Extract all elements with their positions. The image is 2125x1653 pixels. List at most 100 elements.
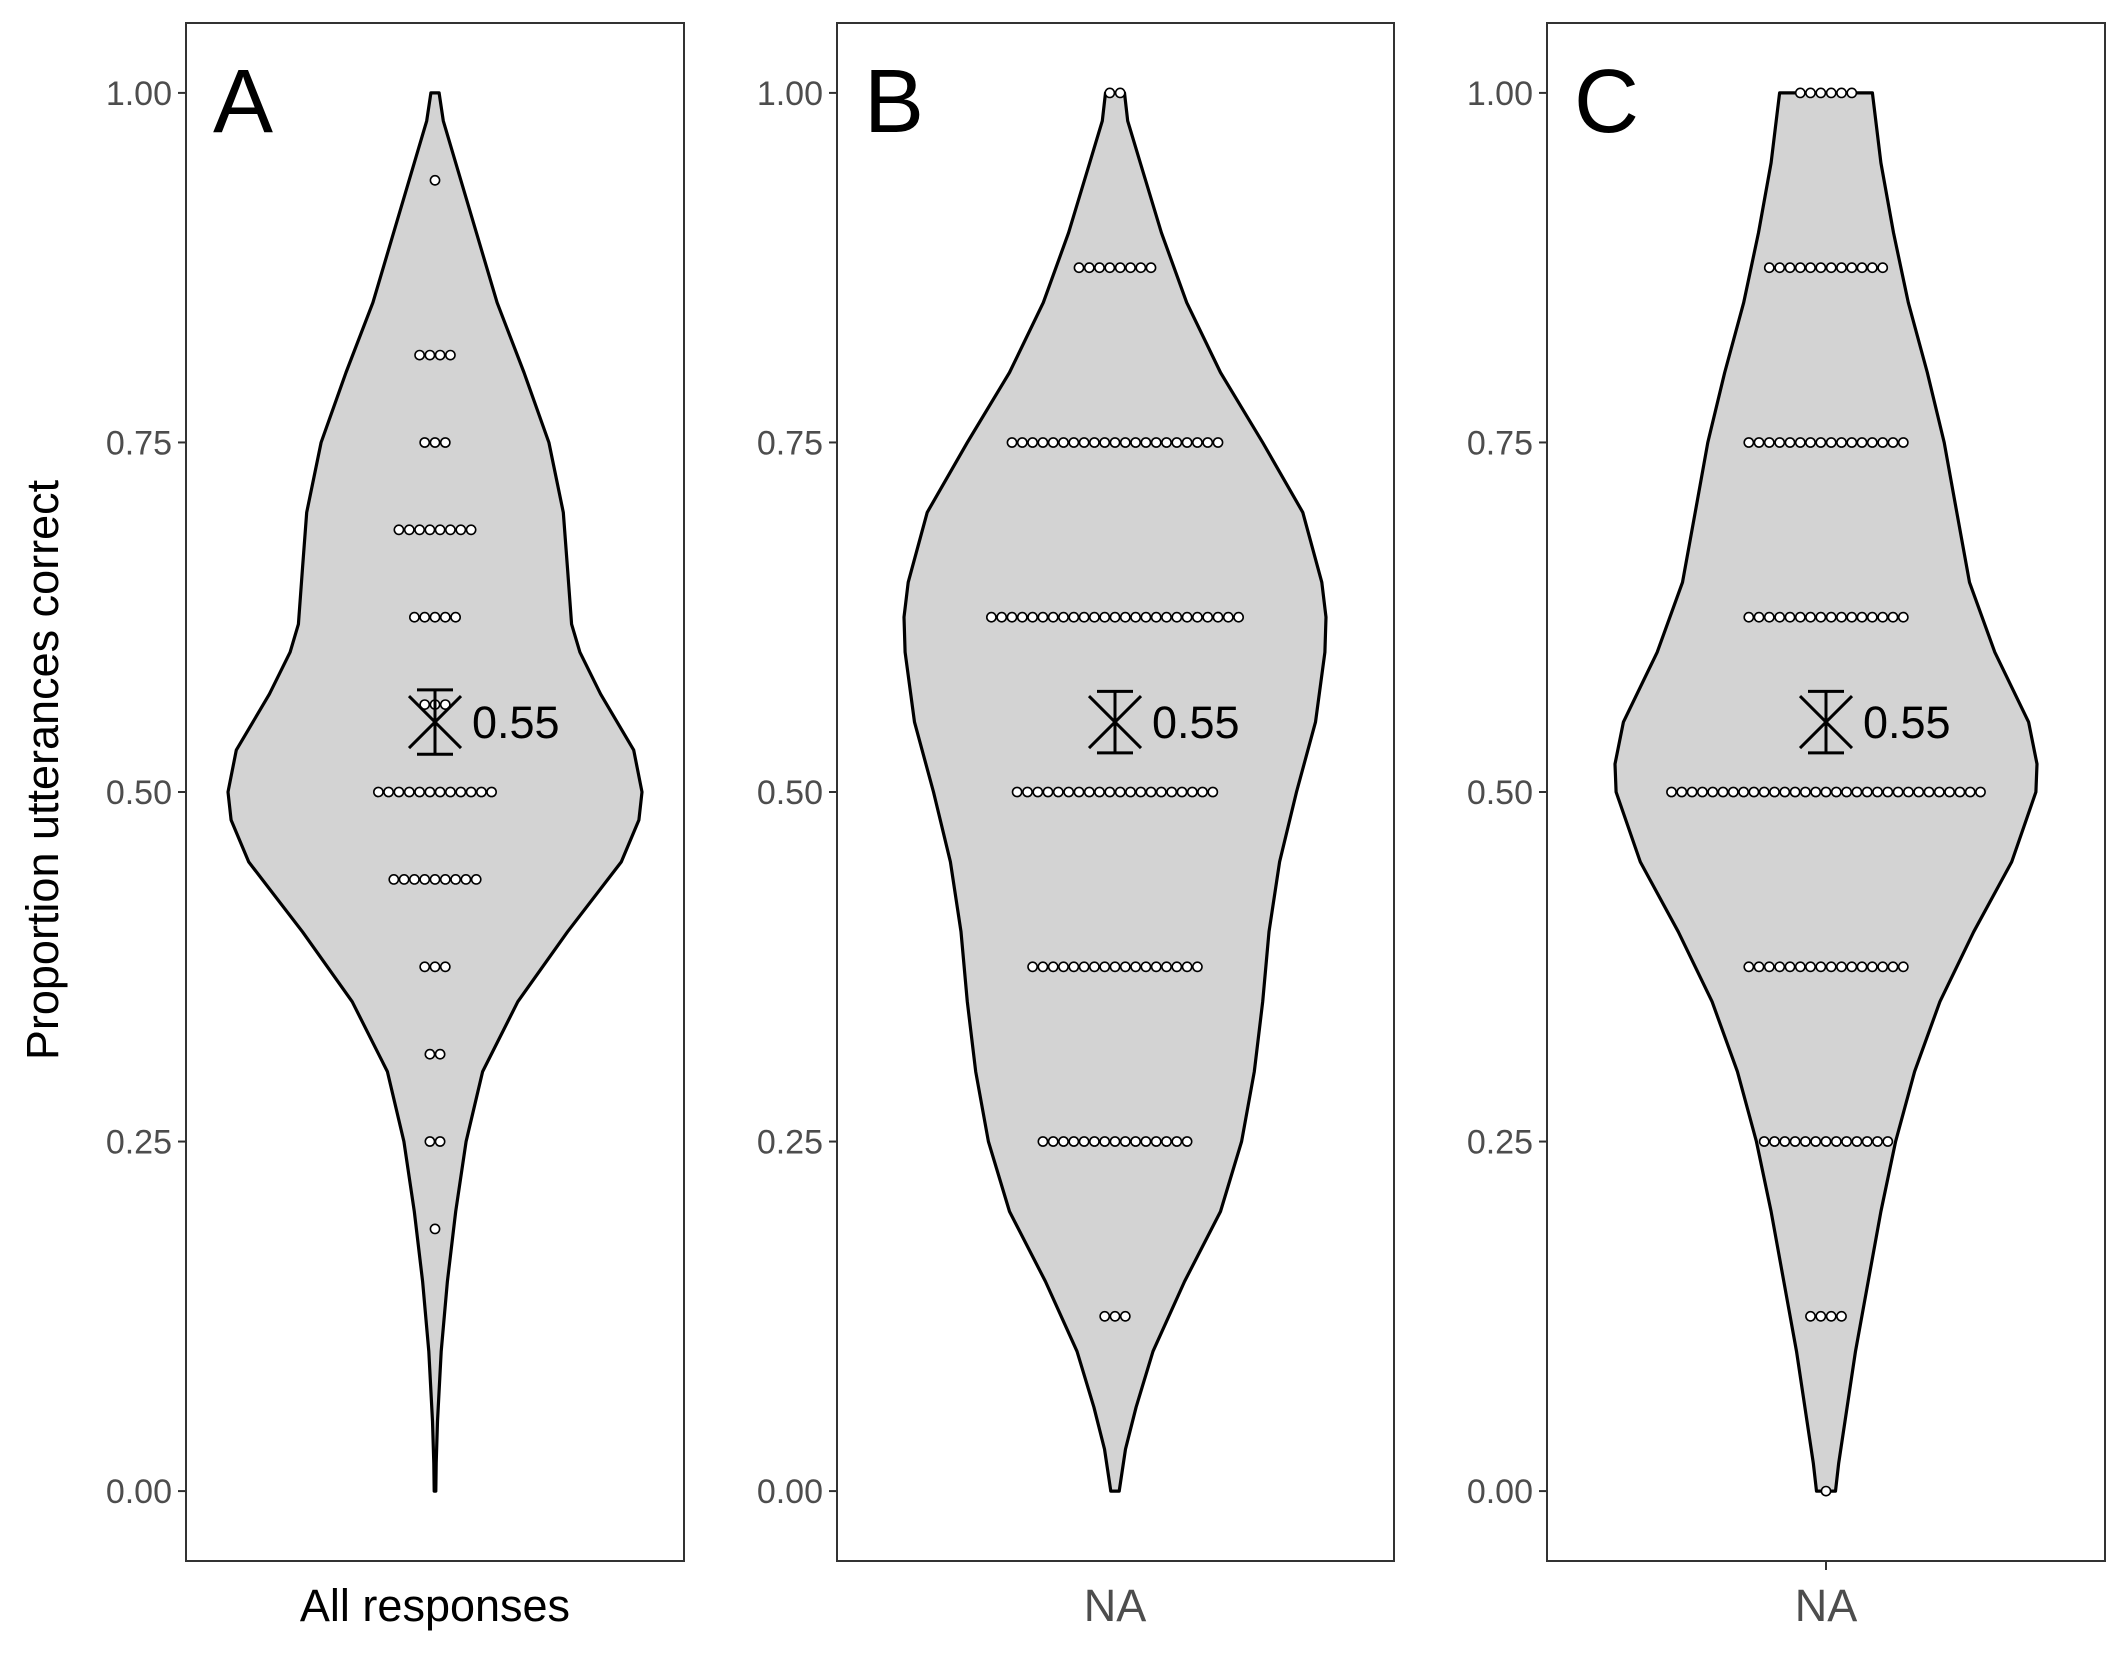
data-point xyxy=(1192,611,1203,623)
data-point xyxy=(434,524,446,536)
data-point xyxy=(383,786,394,798)
data-point xyxy=(470,874,482,885)
data-point xyxy=(1825,262,1837,274)
data-point xyxy=(455,524,467,536)
data-point xyxy=(1119,611,1131,623)
data-point xyxy=(1073,786,1085,798)
data-point xyxy=(388,874,400,885)
data-point xyxy=(1125,262,1136,274)
data-point xyxy=(1016,611,1028,623)
data-point xyxy=(1150,437,1162,448)
data-point xyxy=(1125,786,1136,798)
data-point xyxy=(1820,786,1832,798)
data-point xyxy=(1104,786,1116,798)
data-point xyxy=(414,524,425,536)
data-point xyxy=(434,1136,446,1147)
data-point xyxy=(1815,961,1827,973)
data-point xyxy=(1233,611,1244,623)
data-point xyxy=(1037,437,1049,448)
data-point xyxy=(1923,786,1935,798)
data-point xyxy=(475,786,487,798)
data-point xyxy=(1047,961,1059,973)
data-point xyxy=(1083,786,1095,798)
data-point xyxy=(1114,262,1126,274)
panel-tag: B xyxy=(864,52,924,152)
data-point xyxy=(1176,786,1188,798)
data-point xyxy=(1784,262,1796,274)
data-point xyxy=(1856,262,1868,274)
data-point xyxy=(1078,611,1090,623)
data-point xyxy=(1140,961,1152,973)
data-point xyxy=(1877,611,1889,623)
y-tick-label: 0.50 xyxy=(106,774,172,812)
data-point xyxy=(1078,1136,1090,1147)
y-tick-label: 1.00 xyxy=(106,75,172,113)
data-point xyxy=(1897,961,1909,973)
data-point xyxy=(1753,611,1765,623)
data-point xyxy=(1794,961,1806,973)
data-point xyxy=(1825,1310,1837,1322)
data-point xyxy=(1119,437,1131,448)
y-tick-label: 0.25 xyxy=(1467,1124,1533,1162)
data-point xyxy=(1171,1136,1183,1147)
data-point xyxy=(1877,437,1889,448)
y-tick-label: 0.25 xyxy=(757,1124,823,1162)
data-point xyxy=(439,611,451,623)
data-point xyxy=(1846,611,1858,623)
data-point xyxy=(1769,786,1780,798)
data-point xyxy=(1887,437,1899,448)
data-point xyxy=(1763,611,1775,623)
data-point xyxy=(1954,786,1966,798)
data-point xyxy=(1913,786,1925,798)
x-axis-label: All responses xyxy=(300,1580,570,1631)
data-point xyxy=(429,1223,441,1235)
data-point xyxy=(450,874,461,885)
data-point xyxy=(1027,437,1038,448)
data-point xyxy=(1099,1136,1111,1147)
data-point xyxy=(1789,786,1801,798)
data-point xyxy=(1866,262,1878,274)
data-point xyxy=(1202,611,1214,623)
mean-value-label: 0.55 xyxy=(1152,697,1240,748)
y-tick-label: 1.00 xyxy=(757,75,823,113)
data-point xyxy=(1861,1136,1873,1147)
data-point xyxy=(1887,611,1899,623)
data-point xyxy=(1856,961,1868,973)
data-point xyxy=(1104,87,1116,99)
data-point xyxy=(1769,1136,1780,1147)
data-point xyxy=(1964,786,1976,798)
data-point xyxy=(414,786,425,798)
data-point xyxy=(372,786,384,798)
data-point xyxy=(1805,437,1816,448)
data-point xyxy=(1016,437,1028,448)
data-point xyxy=(1130,611,1141,623)
data-point xyxy=(1933,786,1945,798)
data-point xyxy=(1171,961,1183,973)
data-point xyxy=(1047,611,1059,623)
data-point xyxy=(1089,961,1100,973)
data-point xyxy=(1135,262,1147,274)
data-point xyxy=(1161,1136,1172,1147)
data-point xyxy=(419,699,431,710)
data-point xyxy=(1027,961,1038,973)
data-point xyxy=(1037,611,1049,623)
mean-value-label: 0.55 xyxy=(472,697,560,748)
data-point xyxy=(1815,611,1827,623)
data-point xyxy=(1846,961,1858,973)
data-point xyxy=(1825,961,1837,973)
data-point xyxy=(1815,1310,1827,1322)
data-point xyxy=(1805,87,1816,99)
data-point xyxy=(1743,611,1755,623)
y-tick-label: 0.50 xyxy=(1467,774,1533,812)
data-point xyxy=(1089,611,1100,623)
data-point xyxy=(1119,1136,1131,1147)
data-point xyxy=(1130,437,1141,448)
data-point xyxy=(1794,437,1806,448)
y-tick-label: 0.00 xyxy=(757,1473,823,1511)
data-point xyxy=(439,437,451,448)
panel-c: 0.00 0.25 0.50 0.75 1.00 0.55 C NA xyxy=(1467,22,2106,1631)
data-point xyxy=(403,524,415,536)
data-point xyxy=(1836,437,1847,448)
data-point xyxy=(1774,437,1786,448)
data-point xyxy=(424,349,436,361)
